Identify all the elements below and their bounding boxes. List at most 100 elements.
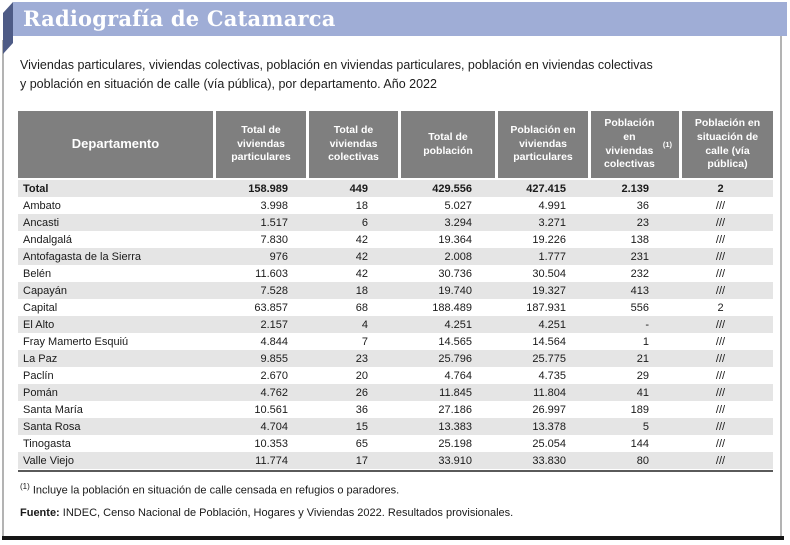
cell-value: 30.736: [438, 267, 472, 280]
row-label: La Paz: [23, 352, 58, 365]
cell-value: ///: [715, 267, 726, 280]
table-row: Santa Rosa 4.704 15 13.383 13.378 5 ///: [18, 418, 773, 435]
footnote-text: Incluye la población en situación de cal…: [32, 484, 400, 497]
cell-value: 19.327: [532, 284, 566, 297]
cell-value: 36: [636, 199, 649, 212]
cell-value: 7.528: [260, 284, 288, 297]
table-row: Ancasti 1.517 6 3.294 3.271 23 ///: [18, 214, 773, 231]
row-label: Santa Rosa: [23, 420, 81, 433]
table-row: Fray Mamerto Esquiú 4.844 7 14.565 14.564 1 //…: [18, 333, 773, 350]
cell-value: 1.777: [538, 250, 566, 263]
table-row: El Alto 2.157 4 4.251 4.251 - ///: [18, 316, 773, 333]
row-label: Fray Mamerto Esquiú: [23, 335, 129, 348]
cell-value: 4.251: [444, 318, 472, 331]
cell-value: ///: [715, 199, 726, 212]
table-header-cell: Departamento: [18, 111, 213, 178]
cell-value: ///: [715, 437, 726, 450]
cell-value: 4.991: [538, 199, 566, 212]
cell-value: 65: [355, 437, 368, 450]
cell-value: 4.762: [260, 386, 288, 399]
cell-value: 11.774: [255, 454, 288, 467]
row-label: Capayán: [23, 284, 68, 297]
cell-value: 138: [630, 233, 649, 246]
cell-value: 42: [355, 250, 368, 263]
table-header-cell: Total de viviendas colectivas: [309, 111, 398, 178]
cell-value: 19.740: [438, 284, 472, 297]
table-row: Tinogasta 10.353 65 25.198 25.054 144 ///: [18, 435, 773, 452]
cell-value: 10.561: [254, 403, 288, 416]
table-row: Paclín 2.670 20 4.764 4.735 29 ///: [18, 367, 773, 384]
cell-value: 429.556: [432, 182, 472, 195]
cell-value: 23: [355, 352, 368, 365]
cell-value: 21: [636, 352, 649, 365]
cell-value: 413: [630, 284, 649, 297]
row-label: El Alto: [23, 318, 55, 331]
census-table: Departamento Total de viviendas particula…: [18, 111, 773, 472]
cell-value: ///: [715, 454, 726, 467]
cell-value: 1.517: [260, 216, 288, 229]
cell-value: 2.139: [621, 182, 649, 195]
table-row: Antofagasta de la Sierra 976 42 2.008 1.777 2…: [18, 248, 773, 265]
cell-value: 33.830: [532, 454, 566, 467]
row-label: Belén: [23, 267, 52, 280]
cell-value: 25.775: [532, 352, 566, 365]
cell-value: 4.735: [538, 369, 566, 382]
cell-value: 10.353: [254, 437, 288, 450]
row-label: Andalgalá: [23, 233, 72, 246]
cell-value: 20: [355, 369, 368, 382]
cell-value: ///: [715, 369, 726, 382]
cell-value: ///: [715, 352, 726, 365]
cell-value: 3.294: [444, 216, 472, 229]
cell-value: 42: [355, 233, 368, 246]
cell-value: 17: [355, 454, 368, 467]
banner-fold-ribbon: [3, 2, 13, 54]
row-label: Antofagasta de la Sierra: [23, 250, 142, 263]
cell-value: 27.186: [438, 403, 472, 416]
source-text: INDEC, Censo Nacional de Población, Hoga…: [62, 507, 514, 519]
cell-value: 26.997: [532, 403, 566, 416]
cell-value: 18: [355, 199, 368, 212]
table-bottom-rule: [18, 470, 773, 472]
table-body: Total 158.989 449 429.556 427.415 2.139 2 Ambat…: [18, 180, 773, 469]
cell-value: 2.670: [260, 369, 288, 382]
cell-value: 25.054: [532, 437, 566, 450]
cell-value: 33.910: [438, 454, 472, 467]
cell-value: 3.998: [260, 199, 288, 212]
table-row: Andalgalá 7.830 42 19.364 19.226 138 ///: [18, 231, 773, 248]
table-header-cell: Total de viviendas particulares: [216, 111, 306, 178]
source-label: Fuente:: [20, 507, 60, 519]
page-right-border: [780, 36, 782, 540]
cell-value: 4: [361, 318, 368, 331]
cell-value: ///: [715, 318, 726, 331]
title-banner: Radiografía de Catamarca: [13, 2, 787, 36]
footnote-marker: (1): [20, 482, 30, 491]
cell-value: 11.804: [533, 386, 566, 399]
cell-value: 13.383: [438, 420, 472, 433]
cell-value: 9.855: [260, 352, 288, 365]
cell-value: 4.844: [260, 335, 288, 348]
subtitle-line-2: y población en situación de calle (vía p…: [20, 77, 437, 92]
cell-value: 25.796: [438, 352, 472, 365]
cell-value: 26: [355, 386, 368, 399]
cell-value: 976: [269, 250, 288, 263]
page-left-border: [2, 40, 4, 540]
table-row: Pomán 4.762 26 11.845 11.804 41 ///: [18, 384, 773, 401]
table-row: Total 158.989 449 429.556 427.415 2.139 2: [18, 180, 773, 197]
page-subtitle: Viviendas particulares, viviendas colect…: [20, 56, 760, 95]
cell-value: 2: [717, 182, 724, 195]
cell-value: 25.198: [438, 437, 472, 450]
table-row: Valle Viejo 11.774 17 33.910 33.830 80 ///: [18, 452, 773, 469]
cell-value: 18: [355, 284, 368, 297]
cell-value: 63.857: [254, 301, 288, 314]
footnote: (1) Incluye la población en situación de…: [20, 482, 399, 497]
cell-value: 7.830: [260, 233, 288, 246]
cell-value: 187.931: [526, 301, 566, 314]
cell-value: 14.565: [438, 335, 472, 348]
cell-value: 232: [630, 267, 649, 280]
table-header-cell: Total de población: [401, 111, 495, 178]
cell-value: 13.378: [532, 420, 566, 433]
cell-value: 144: [630, 437, 649, 450]
cell-value: 2.157: [260, 318, 288, 331]
cell-value: 3.271: [538, 216, 566, 229]
table-row: Capital 63.857 68 188.489 187.931 556 2: [18, 299, 773, 316]
